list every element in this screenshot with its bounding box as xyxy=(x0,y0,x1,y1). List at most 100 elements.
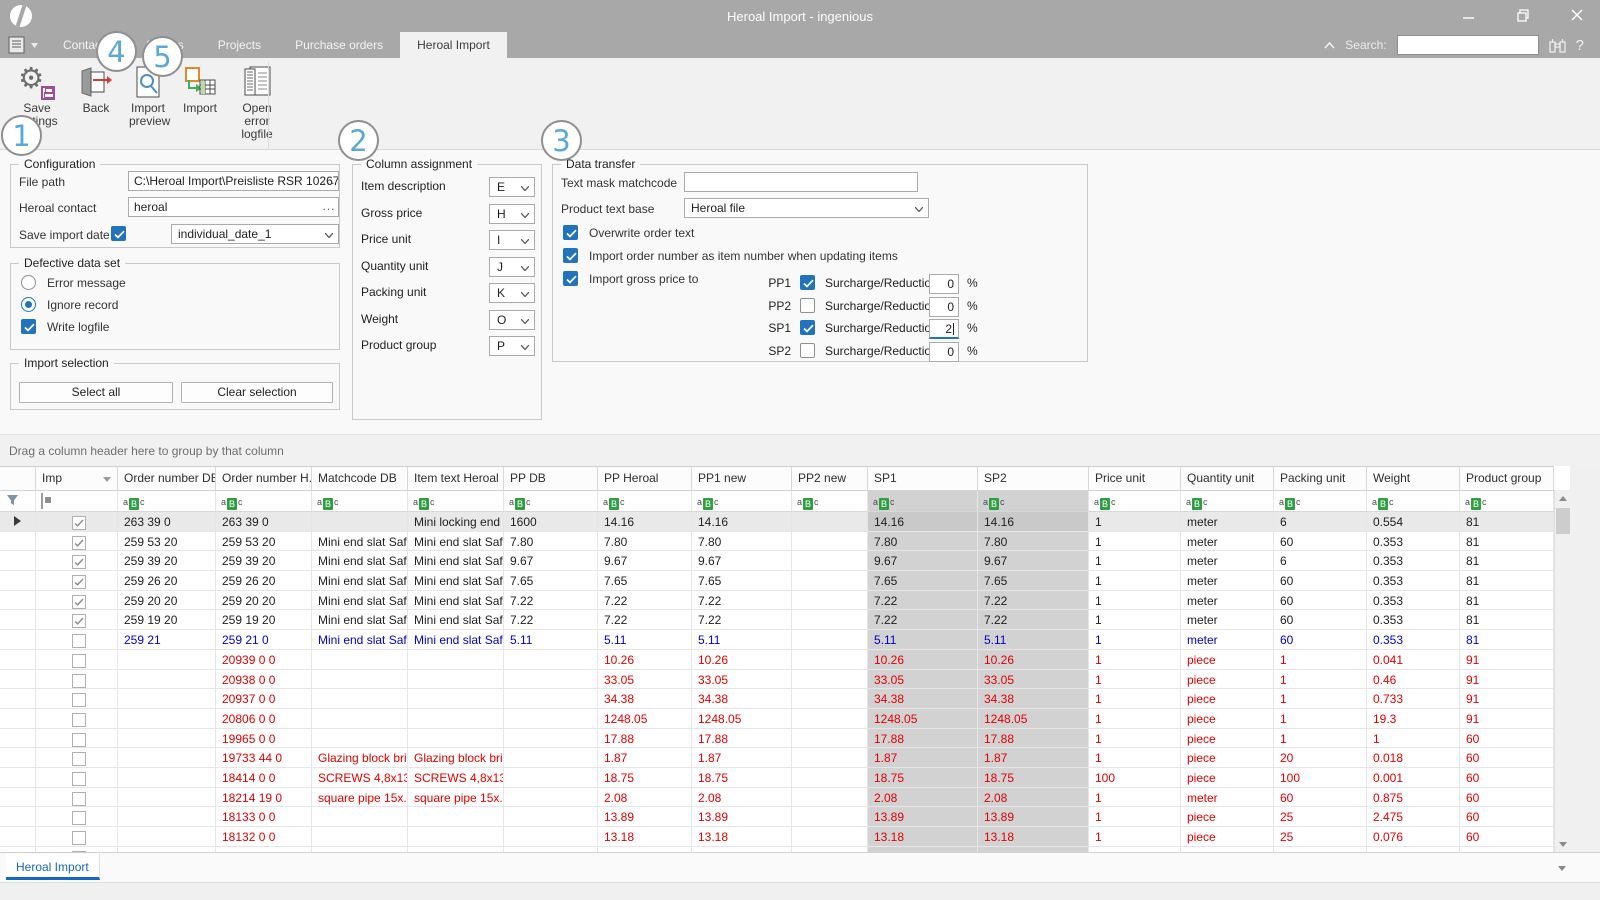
row-checkbox[interactable] xyxy=(71,712,86,727)
tab-purchase-orders[interactable]: Purchase orders xyxy=(295,38,384,52)
row-checkbox[interactable] xyxy=(71,771,86,786)
grid-cell[interactable] xyxy=(408,807,504,826)
save-import-date-checkbox[interactable] xyxy=(111,226,126,241)
grid-cell[interactable] xyxy=(118,748,216,767)
grid-cell[interactable]: 2.08 xyxy=(978,787,1089,807)
column-letter-dropdown-weight[interactable]: O xyxy=(489,309,535,330)
grid-cell[interactable] xyxy=(504,767,598,787)
grid-cell[interactable]: 1 xyxy=(1367,728,1460,748)
column-header-pp-heroal[interactable]: PP Heroal xyxy=(598,467,692,490)
grid-cell[interactable]: 0.733 xyxy=(1367,689,1460,708)
grid-cell[interactable]: 60 xyxy=(1274,590,1367,610)
grid-cell[interactable]: Glazing block brid... xyxy=(312,748,408,767)
grid-cell[interactable]: 9.67 xyxy=(504,551,598,571)
grid-cell[interactable]: 19.3 xyxy=(1367,708,1460,728)
grid-cell[interactable]: 0.076 xyxy=(1367,827,1460,846)
table-row[interactable]: 259 21 259 21 0 Mini end slat Saf... Mini e… xyxy=(0,630,1554,650)
grid-cell[interactable] xyxy=(504,728,598,748)
grid-cell[interactable]: Mini end slat Saf... xyxy=(312,630,408,649)
imp-cell[interactable] xyxy=(36,571,118,590)
grid-cell[interactable]: 7.65 xyxy=(868,571,978,590)
grid-cell[interactable]: 33.05 xyxy=(692,669,792,689)
grid-cell[interactable]: 12.92 xyxy=(692,846,792,853)
grid-cell[interactable] xyxy=(504,787,598,807)
column-letter-dropdown-item-description[interactable]: E xyxy=(489,177,535,197)
grid-cell[interactable]: 0.018 xyxy=(1367,748,1460,767)
grid-cell[interactable]: 259 53 20 xyxy=(216,531,312,551)
table-row[interactable]: 259 19 20 259 19 20 Mini end slat Saf... Mi… xyxy=(0,610,1554,631)
filter-row-indicator[interactable] xyxy=(0,491,36,511)
row-checkbox[interactable] xyxy=(71,614,86,629)
grid-cell[interactable]: 6 xyxy=(1274,551,1367,571)
grid-cell[interactable]: 7.80 xyxy=(978,531,1089,551)
grid-cell[interactable]: 18214 19 0 xyxy=(216,787,312,807)
text-mask-matchcode-input[interactable] xyxy=(684,172,918,192)
grid-cell[interactable]: 9.67 xyxy=(978,551,1089,571)
imp-cell[interactable] xyxy=(36,610,118,630)
grid-cell[interactable]: 7.22 xyxy=(598,590,692,610)
grid-cell[interactable] xyxy=(792,748,868,767)
row-checkbox[interactable] xyxy=(71,831,86,845)
grid-cell[interactable]: 1 xyxy=(1274,689,1367,708)
grid-cell[interactable]: 5.11 xyxy=(598,630,692,649)
grid-cell[interactable]: meter xyxy=(1181,512,1274,531)
grid-cell[interactable]: 17.88 xyxy=(692,728,792,748)
grid-cell[interactable]: 17.88 xyxy=(598,728,692,748)
imp-cell[interactable] xyxy=(36,708,118,728)
grid-cell[interactable]: 0.353 xyxy=(1367,571,1460,590)
grid-cell[interactable]: 7.22 xyxy=(598,610,692,630)
grid-cell[interactable]: 259 21 0 xyxy=(216,630,312,649)
grid-cell[interactable]: 0.875 xyxy=(1367,787,1460,807)
grid-cell[interactable] xyxy=(792,846,868,853)
grid-cell[interactable]: 17.88 xyxy=(978,728,1089,748)
grid-cell[interactable]: 81 xyxy=(1460,590,1554,610)
row-checkbox[interactable] xyxy=(71,673,86,688)
grid-cell[interactable]: 0.353 xyxy=(1367,551,1460,571)
minimize-icon[interactable] xyxy=(1460,6,1478,24)
grid-cell[interactable]: Mini end slat Safe xyxy=(408,531,504,551)
grid-cell[interactable] xyxy=(408,689,504,708)
grid-cell[interactable]: 5.11 xyxy=(868,630,978,649)
grid-cell[interactable] xyxy=(792,512,868,531)
scroll-up-icon[interactable] xyxy=(1555,490,1571,506)
grid-cell[interactable] xyxy=(792,728,868,748)
grid-cell[interactable]: 60 xyxy=(1460,827,1554,846)
grid-cell[interactable] xyxy=(312,649,408,669)
grid-cell[interactable] xyxy=(312,807,408,826)
grid-cell[interactable]: 91 xyxy=(1460,708,1554,728)
application-menu-button[interactable] xyxy=(8,35,42,55)
row-checkbox[interactable] xyxy=(71,594,86,609)
grid-cell[interactable] xyxy=(504,807,598,826)
grid-cell[interactable]: 18133 0 0 xyxy=(216,807,312,826)
grid-cell[interactable]: 18.75 xyxy=(868,767,978,787)
grid-cell[interactable]: 10.26 xyxy=(978,649,1089,669)
grid-cell[interactable]: 0.554 xyxy=(1367,512,1460,531)
grid-cell[interactable]: 14.16 xyxy=(978,512,1089,531)
column-letter-dropdown-price-unit[interactable]: I xyxy=(489,230,535,250)
grid-cell[interactable]: piece xyxy=(1181,708,1274,728)
grid-cell[interactable]: meter xyxy=(1181,610,1274,630)
grid-cell[interactable]: 7.22 xyxy=(692,610,792,630)
grid-cell[interactable]: 2.025 xyxy=(1367,846,1460,853)
grid-cell[interactable]: 20937 0 0 xyxy=(216,689,312,708)
grid-cell[interactable]: 263 39 0 xyxy=(216,512,312,531)
sp1-checkbox[interactable] xyxy=(800,320,815,335)
grid-cell[interactable] xyxy=(118,846,216,853)
grid-cell[interactable]: 1 xyxy=(1274,669,1367,689)
imp-cell[interactable] xyxy=(36,846,118,853)
file-path-input[interactable]: C:\Heroal Import\Preisliste RSR 1026710 … xyxy=(128,171,339,191)
column-letter-dropdown-product-group[interactable]: P xyxy=(489,336,535,356)
grid-cell[interactable]: 1 xyxy=(1089,748,1181,767)
row-checkbox[interactable] xyxy=(71,850,86,853)
grid-cell[interactable]: 20806 0 0 xyxy=(216,708,312,728)
grid-cell[interactable]: 259 39 20 xyxy=(216,551,312,571)
grid-cell[interactable]: 7.80 xyxy=(598,531,692,551)
grid-cell[interactable]: 1 xyxy=(1089,531,1181,551)
grid-cell[interactable]: 12.92 xyxy=(868,846,978,853)
grid-cell[interactable]: 1 xyxy=(1089,571,1181,590)
grid-cell[interactable]: 1.87 xyxy=(598,748,692,767)
